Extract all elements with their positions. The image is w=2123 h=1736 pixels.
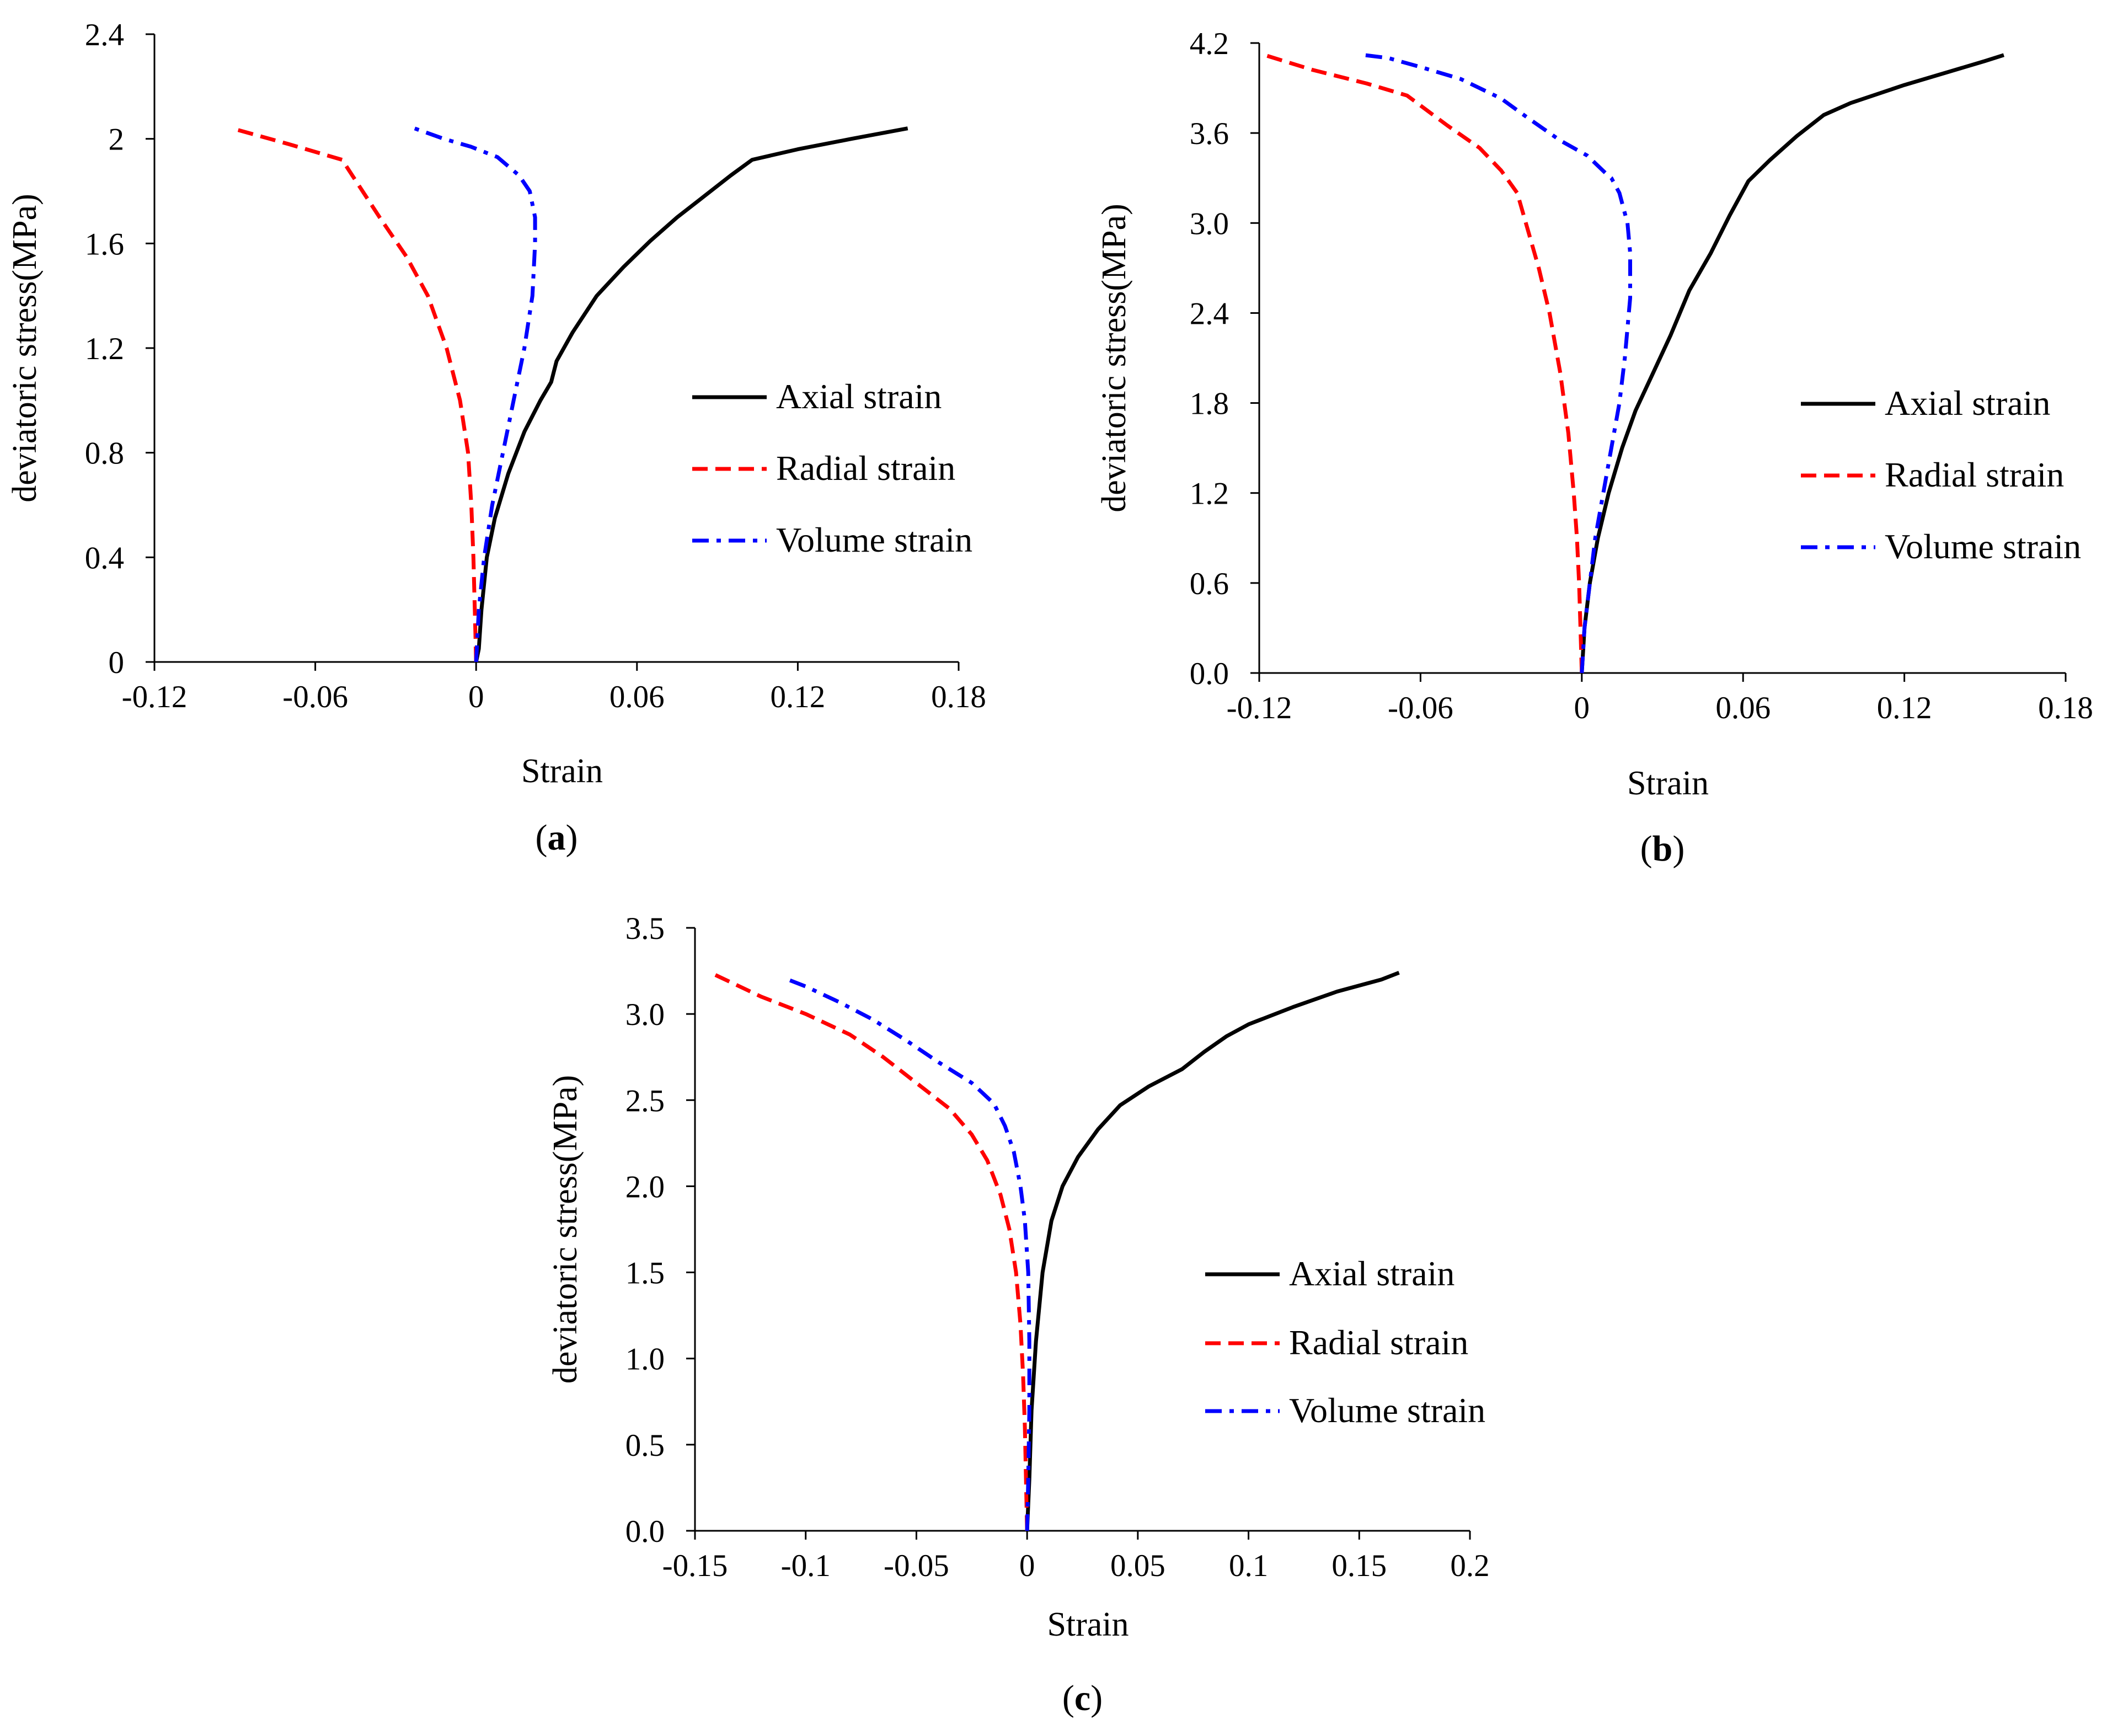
- x-tick-label: -0.15: [662, 1548, 728, 1583]
- x-tick-label: 0.12: [1877, 691, 1932, 725]
- legend-label-radial-strain: Radial strain: [1885, 455, 2064, 494]
- x-axis-title: Strain: [1627, 765, 1709, 802]
- y-tick-label: 1.0: [625, 1342, 665, 1377]
- y-tick-label: 4.2: [1190, 26, 1229, 61]
- x-tick-label: -0.05: [884, 1548, 949, 1583]
- x-tick-label: 0.06: [1715, 691, 1771, 725]
- y-tick-label: 1.8: [1190, 387, 1229, 421]
- chart-panel-b: 0.0 0.6 1.2 1.8 2.4 3.0 3.6 4.2 -0.12 -0.06 0 0.06 0…: [1095, 26, 2093, 869]
- y-tick-label: 0.0: [1190, 656, 1229, 691]
- legend-label-volume-strain: Volume strain: [1289, 1391, 1485, 1430]
- y-axis-title: deviatoric stress(MPa): [1095, 204, 1133, 512]
- y-tick-label: 1.2: [1190, 477, 1229, 511]
- panel-label: (a): [536, 818, 578, 858]
- y-tick-label: 2.5: [625, 1083, 665, 1118]
- legend-label-axial-strain: Axial strain: [1289, 1254, 1454, 1293]
- y-tick-label: 2.4: [85, 18, 124, 52]
- x-tick-label: -0.06: [282, 680, 348, 714]
- y-tick-label: 0.0: [625, 1514, 665, 1549]
- series-line-axial-strain: [474, 126, 908, 663]
- panel-label: (b): [1640, 829, 1685, 869]
- series-line-radial-strain: [231, 126, 478, 663]
- x-tick-label: 0.2: [1450, 1548, 1489, 1583]
- legend: Axial strain Radial strain Volume strain: [692, 377, 972, 559]
- legend-label-radial-strain: Radial strain: [776, 448, 955, 488]
- y-tick-label: 3.0: [625, 997, 665, 1032]
- y-tick-label: 1.2: [85, 332, 124, 366]
- series-line-axial-strain: [1580, 53, 2004, 674]
- series-line-volume-strain: [1363, 53, 1632, 674]
- legend: Axial strain Radial strain Volume strain: [1205, 1254, 1485, 1430]
- x-tick-label: 0.05: [1110, 1548, 1165, 1583]
- y-axis-title: deviatoric stress(MPa): [547, 1075, 584, 1384]
- legend-label-volume-strain: Volume strain: [776, 520, 972, 559]
- legend-label-axial-strain: Axial strain: [1885, 383, 2050, 423]
- y-tick-label: 3.6: [1190, 116, 1229, 151]
- legend-label-axial-strain: Axial strain: [776, 377, 942, 416]
- y-tick-label: 3.0: [1190, 206, 1229, 241]
- y-tick-label: 2.0: [625, 1169, 665, 1204]
- series-line-radial-strain: [709, 971, 1029, 1531]
- series-line-radial-strain: [1264, 53, 1584, 674]
- x-axis-title: Strain: [521, 752, 603, 790]
- x-tick-label: 0.18: [931, 680, 986, 714]
- x-tick-label: -0.12: [1227, 691, 1292, 725]
- chart-panel-a: 0 0.4 0.8 1.2 1.6 2 2.4 -0.12 -0.06 0 0.06 0.12 0.18…: [6, 18, 986, 858]
- x-tick-label: 0.18: [2038, 691, 2093, 725]
- series-line-volume-strain: [414, 126, 537, 663]
- x-tick-label: -0.06: [1388, 691, 1453, 725]
- y-tick-label: 3.5: [625, 911, 665, 946]
- y-tick-label: 0.5: [625, 1428, 665, 1463]
- x-tick-label: 0.15: [1331, 1548, 1387, 1583]
- x-tick-label: -0.1: [781, 1548, 831, 1583]
- legend: Axial strain Radial strain Volume strain: [1801, 383, 2081, 566]
- legend-label-radial-strain: Radial strain: [1289, 1323, 1468, 1362]
- y-tick-label: 0: [109, 645, 125, 680]
- series-line-volume-strain: [783, 976, 1031, 1531]
- series-line-axial-strain: [1025, 970, 1400, 1531]
- legend-label-volume-strain: Volume strain: [1885, 527, 2081, 566]
- x-tick-label: 0: [468, 680, 484, 714]
- y-tick-label: 0.8: [85, 436, 124, 471]
- y-axis-title: deviatoric stress(MPa): [6, 194, 44, 503]
- panel-label: (c): [1062, 1678, 1103, 1718]
- y-tick-label: 1.6: [85, 227, 124, 261]
- x-tick-label: 0: [1019, 1548, 1035, 1583]
- x-tick-label: 0.1: [1229, 1548, 1268, 1583]
- x-tick-label: 0.06: [609, 680, 665, 714]
- y-tick-label: 0.6: [1190, 567, 1229, 601]
- y-tick-label: 0.4: [85, 541, 124, 575]
- y-tick-label: 2: [109, 122, 125, 157]
- chart-panel-c: 0.0 0.5 1.0 1.5 2.0 2.5 3.0 3.5 -0.15 -0.1 -0.05 0 0…: [547, 911, 1490, 1718]
- x-tick-label: -0.12: [122, 680, 188, 714]
- x-axis-title: Strain: [1047, 1606, 1129, 1643]
- x-tick-label: 0.12: [771, 680, 826, 714]
- y-tick-label: 2.4: [1190, 296, 1229, 331]
- y-tick-label: 1.5: [625, 1256, 665, 1291]
- x-tick-label: 0: [1574, 691, 1590, 725]
